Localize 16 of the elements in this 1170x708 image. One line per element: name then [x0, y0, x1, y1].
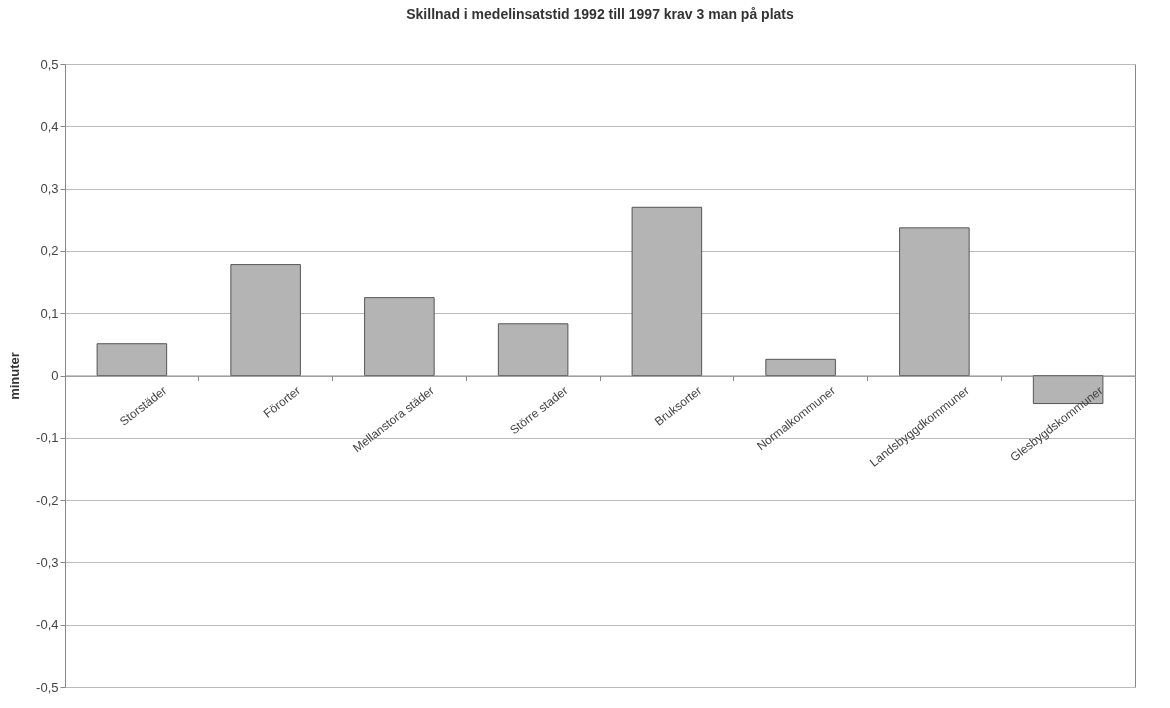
y-tick-label: -0,2: [36, 492, 59, 508]
y-tick-label: -0,3: [36, 554, 59, 570]
y-axis-title: minuter: [7, 352, 23, 400]
bar: [96, 343, 168, 376]
y-tick-label: 0,3: [40, 181, 59, 197]
y-tick-label: 0,5: [40, 56, 59, 72]
y-tick-label: 0,1: [40, 305, 59, 321]
y-tick-label: -0,5: [36, 679, 59, 695]
bar: [765, 358, 836, 376]
y-tick-label: -0,1: [36, 430, 59, 446]
y-tick-label: 0: [51, 368, 59, 383]
chart-title: Skillnad i medelinsatstid 1992 till 1997 krav 3 man på plats: [406, 6, 794, 22]
bar: [497, 323, 569, 376]
y-tick-label: 0,2: [40, 243, 59, 259]
y-tick-label: -0,4: [36, 617, 59, 633]
y-tick-label: 0,4: [40, 118, 59, 134]
